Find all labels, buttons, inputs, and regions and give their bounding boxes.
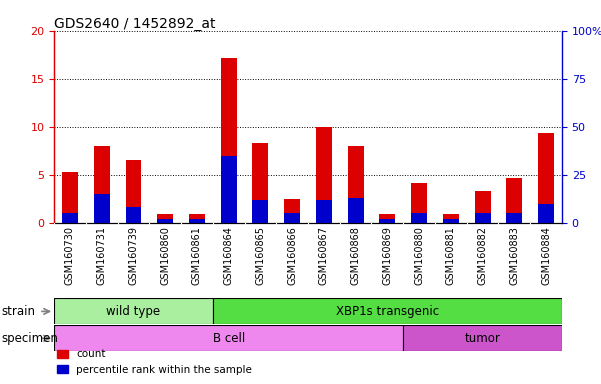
Bar: [157, 219, 173, 223]
Bar: [189, 219, 205, 223]
Bar: [94, 146, 109, 223]
Bar: [54, 325, 403, 351]
Bar: [507, 213, 522, 223]
Bar: [126, 161, 141, 223]
Bar: [62, 213, 78, 223]
Text: GSM160882: GSM160882: [478, 227, 487, 285]
Text: strain: strain: [2, 305, 36, 318]
Bar: [221, 58, 237, 223]
Bar: [475, 213, 490, 223]
Bar: [348, 198, 364, 223]
Text: GSM160884: GSM160884: [541, 227, 551, 285]
Text: GSM160739: GSM160739: [129, 227, 138, 285]
Bar: [411, 184, 427, 223]
Bar: [538, 134, 554, 223]
Text: GSM160865: GSM160865: [255, 227, 266, 285]
Text: GSM160881: GSM160881: [446, 227, 456, 285]
Bar: [157, 214, 173, 223]
Bar: [348, 146, 364, 223]
Text: tumor: tumor: [465, 332, 501, 345]
Bar: [316, 127, 332, 223]
Bar: [221, 156, 237, 223]
Text: GSM160868: GSM160868: [350, 227, 361, 285]
Bar: [443, 214, 459, 223]
Text: GSM160730: GSM160730: [65, 227, 75, 285]
Text: B cell: B cell: [213, 332, 245, 345]
Text: wild type: wild type: [106, 305, 160, 318]
Bar: [94, 194, 109, 223]
Bar: [316, 200, 332, 223]
Text: GSM160866: GSM160866: [287, 227, 297, 285]
Bar: [252, 200, 268, 223]
Bar: [213, 298, 562, 324]
Bar: [189, 214, 205, 223]
Bar: [507, 177, 522, 223]
Text: GSM160869: GSM160869: [382, 227, 392, 285]
Bar: [252, 143, 268, 223]
Text: GSM160867: GSM160867: [319, 227, 329, 285]
Bar: [126, 207, 141, 223]
Legend: count, percentile rank within the sample: count, percentile rank within the sample: [53, 345, 256, 379]
Text: GSM160731: GSM160731: [97, 227, 107, 285]
Text: GSM160864: GSM160864: [224, 227, 234, 285]
Text: GSM160880: GSM160880: [414, 227, 424, 285]
Bar: [475, 191, 490, 223]
Bar: [62, 172, 78, 223]
Text: GSM160860: GSM160860: [160, 227, 170, 285]
Bar: [538, 204, 554, 223]
Bar: [54, 298, 213, 324]
Text: GDS2640 / 1452892_at: GDS2640 / 1452892_at: [54, 17, 216, 31]
Text: GSM160883: GSM160883: [509, 227, 519, 285]
Bar: [379, 214, 395, 223]
Text: XBP1s transgenic: XBP1s transgenic: [336, 305, 439, 318]
Bar: [379, 219, 395, 223]
Bar: [284, 199, 300, 223]
Text: GSM160861: GSM160861: [192, 227, 202, 285]
Bar: [443, 219, 459, 223]
Text: specimen: specimen: [2, 332, 59, 345]
Bar: [411, 213, 427, 223]
Bar: [284, 213, 300, 223]
Bar: [403, 325, 562, 351]
